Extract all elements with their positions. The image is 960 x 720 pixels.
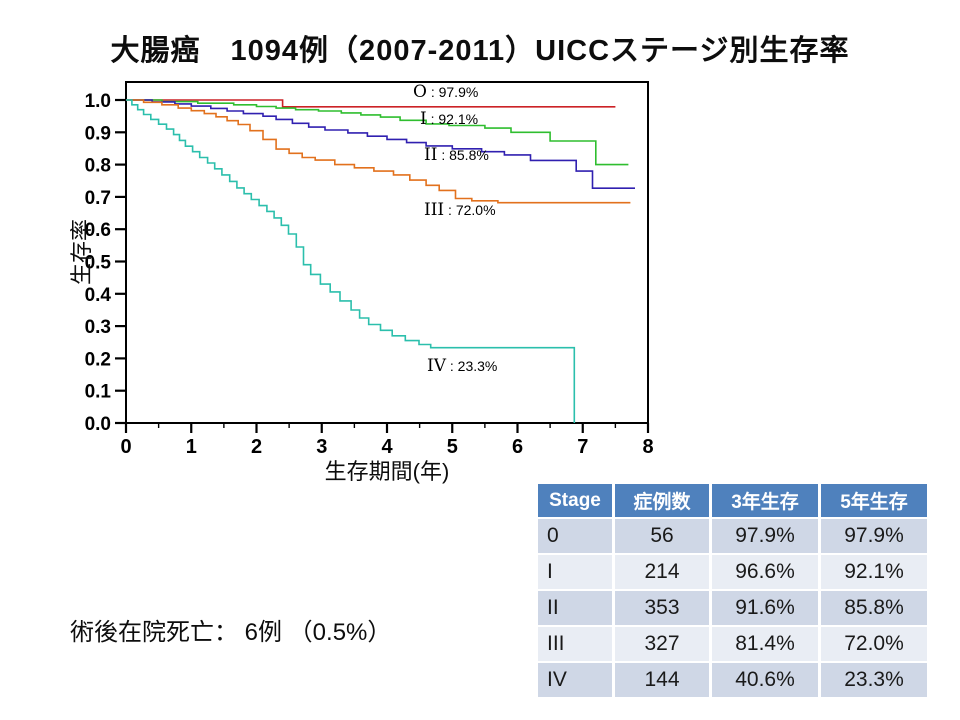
page-title: 大腸癌 1094例（2007-2011）UICCステージ別生存率	[110, 35, 850, 67]
table-row: IV 144 40.6% 23.3%	[538, 663, 927, 697]
table-cell: 96.6%	[712, 555, 818, 589]
curve-label-symbol-stage-3: III	[424, 200, 444, 220]
table-cell-stage: III	[538, 627, 612, 661]
table-cell: 327	[615, 627, 709, 661]
survival-curve-stage-4	[126, 99, 576, 423]
table-row: III 327 81.4% 72.0%	[538, 627, 927, 661]
x-tick-label: 7	[577, 436, 588, 458]
table-cell: 97.9%	[712, 519, 818, 553]
table-cell: 72.0%	[821, 627, 927, 661]
table-header-row: Stage 症例数 3年生存 5年生存	[538, 484, 927, 517]
stage-survival-table: Stage 症例数 3年生存 5年生存 0 56 97.9% 97.9% I 214 96.6% 9…	[535, 482, 930, 699]
x-tick-label: 3	[316, 436, 327, 458]
x-tick-label: 4	[381, 436, 393, 458]
y-tick-label: 0.1	[85, 382, 112, 403]
table-cell: 353	[615, 591, 709, 625]
curve-label-value-stage-1: : 92.1%	[427, 111, 478, 127]
curve-label-value-stage-4: : 23.3%	[446, 358, 497, 374]
y-tick-label: 0.0	[85, 414, 111, 435]
curve-label-symbol-stage-1: I	[420, 109, 427, 129]
curve-label-value-stage-0: : 97.9%	[427, 84, 478, 100]
curve-label-symbol-stage-2: II	[424, 145, 437, 165]
survival-curve-stage-2	[126, 99, 635, 189]
y-tick-label: 0.9	[85, 123, 111, 144]
x-tick-label: 8	[642, 436, 653, 458]
table-header-cell: 症例数	[615, 484, 709, 517]
table-header-cell: 3年生存	[712, 484, 818, 517]
x-tick-label: 2	[251, 436, 262, 458]
curve-label-value-stage-2: : 85.8%	[437, 147, 488, 163]
y-tick-label: 1.0	[85, 91, 111, 112]
table-header-cell: 5年生存	[821, 484, 927, 517]
postop-mortality-note: 術後在院死亡： 6例 （0.5%）	[70, 619, 392, 646]
table-row: II 353 91.6% 85.8%	[538, 591, 927, 625]
table-cell: 85.8%	[821, 591, 927, 625]
x-axis-title: 生存期間(年)	[324, 459, 450, 484]
y-tick-label: 0.6	[85, 220, 111, 241]
table-cell: 23.3%	[821, 663, 927, 697]
plot-frame	[125, 81, 649, 424]
table-cell: 144	[615, 663, 709, 697]
table-cell: 40.6%	[712, 663, 818, 697]
table-cell: 214	[615, 555, 709, 589]
curve-label-stage-2: II : 85.8%	[424, 145, 489, 165]
table-cell-stage: I	[538, 555, 612, 589]
curve-label-stage-3: III : 72.0%	[424, 200, 496, 220]
survival-curve-stage-0	[126, 99, 616, 108]
y-tick-label: 0.4	[85, 285, 112, 306]
x-tick-label: 6	[512, 436, 523, 458]
curve-label-value-stage-3: : 72.0%	[444, 202, 495, 218]
table-cell: 81.4%	[712, 627, 818, 661]
table-cell: 92.1%	[821, 555, 927, 589]
curve-label-stage-4: IV : 23.3%	[427, 356, 497, 376]
curve-label-stage-1: I : 92.1%	[420, 109, 478, 129]
x-tick-label: 5	[447, 436, 458, 458]
table-cell: 91.6%	[712, 591, 818, 625]
survival-chart-svg: 0.0 0.1 0.2 0.3 0.4 0.5 0.6 0.7 0.8 0.9 1.0 0 1 2 3 4 5 6…	[85, 81, 654, 458]
curve-label-symbol-stage-0: O	[413, 82, 427, 102]
y-tick-label: 0.7	[85, 188, 111, 209]
survival-curve-stage-3	[126, 99, 631, 204]
curve-label-stage-0: O : 97.9%	[413, 82, 478, 102]
table-cell-stage: 0	[538, 519, 612, 553]
x-tick-label: 0	[120, 436, 131, 458]
x-tick-label: 1	[186, 436, 197, 458]
table-row: I 214 96.6% 92.1%	[538, 555, 927, 589]
survival-curve-stage-1	[126, 99, 629, 166]
y-tick-label: 0.3	[85, 317, 111, 338]
y-tick-label: 0.8	[85, 156, 111, 177]
table-cell: 97.9%	[821, 519, 927, 553]
table-header-cell: Stage	[538, 484, 612, 517]
y-axis-title: 生存率	[69, 218, 94, 285]
table-row: 0 56 97.9% 97.9%	[538, 519, 927, 553]
table-cell-stage: II	[538, 591, 612, 625]
table-cell-stage: IV	[538, 663, 612, 697]
table-cell: 56	[615, 519, 709, 553]
y-tick-label: 0.5	[85, 253, 112, 274]
curve-label-symbol-stage-4: IV	[427, 356, 447, 376]
y-tick-label: 0.2	[85, 349, 111, 370]
